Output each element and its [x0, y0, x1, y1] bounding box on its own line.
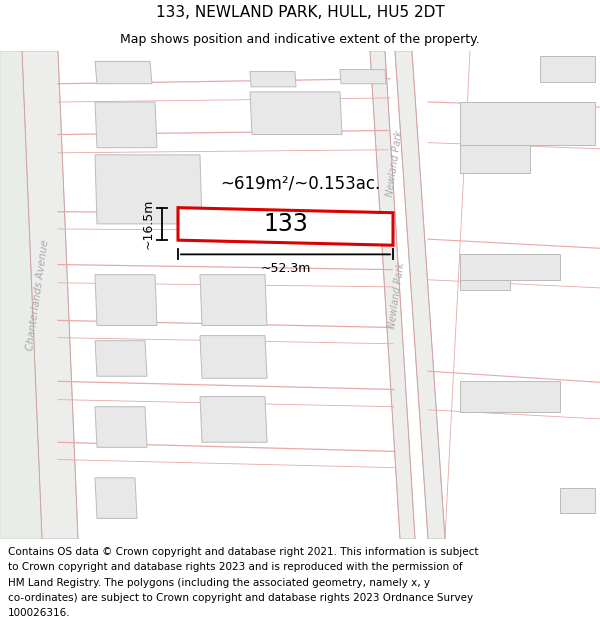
- Polygon shape: [178, 208, 393, 245]
- Polygon shape: [250, 92, 342, 134]
- Polygon shape: [95, 61, 152, 84]
- Polygon shape: [95, 102, 157, 148]
- Polygon shape: [22, 51, 78, 539]
- Polygon shape: [95, 341, 147, 376]
- Polygon shape: [95, 407, 147, 447]
- Text: Map shows position and indicative extent of the property.: Map shows position and indicative extent…: [120, 34, 480, 46]
- Polygon shape: [340, 69, 386, 84]
- Polygon shape: [540, 56, 595, 82]
- Text: Newland Park: Newland Park: [385, 129, 404, 197]
- Text: to Crown copyright and database rights 2023 and is reproduced with the permissio: to Crown copyright and database rights 2…: [8, 562, 463, 572]
- Polygon shape: [560, 488, 595, 513]
- Text: HM Land Registry. The polygons (including the associated geometry, namely x, y: HM Land Registry. The polygons (includin…: [8, 578, 430, 587]
- Text: 100026316.: 100026316.: [8, 608, 70, 618]
- Polygon shape: [460, 280, 510, 290]
- Text: ~16.5m: ~16.5m: [142, 199, 155, 249]
- Polygon shape: [250, 71, 296, 87]
- Text: 133: 133: [263, 212, 308, 236]
- Text: ~52.3m: ~52.3m: [260, 262, 311, 276]
- Text: Newland Park: Newland Park: [388, 261, 407, 329]
- Polygon shape: [460, 144, 530, 173]
- Text: co-ordinates) are subject to Crown copyright and database rights 2023 Ordnance S: co-ordinates) are subject to Crown copyr…: [8, 592, 473, 602]
- Text: Contains OS data © Crown copyright and database right 2021. This information is : Contains OS data © Crown copyright and d…: [8, 548, 478, 558]
- Polygon shape: [370, 51, 415, 539]
- Text: 133, NEWLAND PARK, HULL, HU5 2DT: 133, NEWLAND PARK, HULL, HU5 2DT: [155, 5, 445, 20]
- Polygon shape: [460, 102, 595, 144]
- Polygon shape: [460, 381, 560, 412]
- Polygon shape: [95, 275, 157, 326]
- Polygon shape: [95, 478, 137, 518]
- Polygon shape: [200, 397, 267, 442]
- Polygon shape: [200, 336, 267, 378]
- Polygon shape: [460, 254, 560, 280]
- Polygon shape: [395, 51, 445, 539]
- Polygon shape: [0, 51, 42, 539]
- Polygon shape: [95, 155, 202, 224]
- Polygon shape: [200, 275, 267, 326]
- Text: Chanterlands Avenue: Chanterlands Avenue: [25, 239, 51, 351]
- Text: ~619m²/~0.153ac.: ~619m²/~0.153ac.: [220, 174, 380, 192]
